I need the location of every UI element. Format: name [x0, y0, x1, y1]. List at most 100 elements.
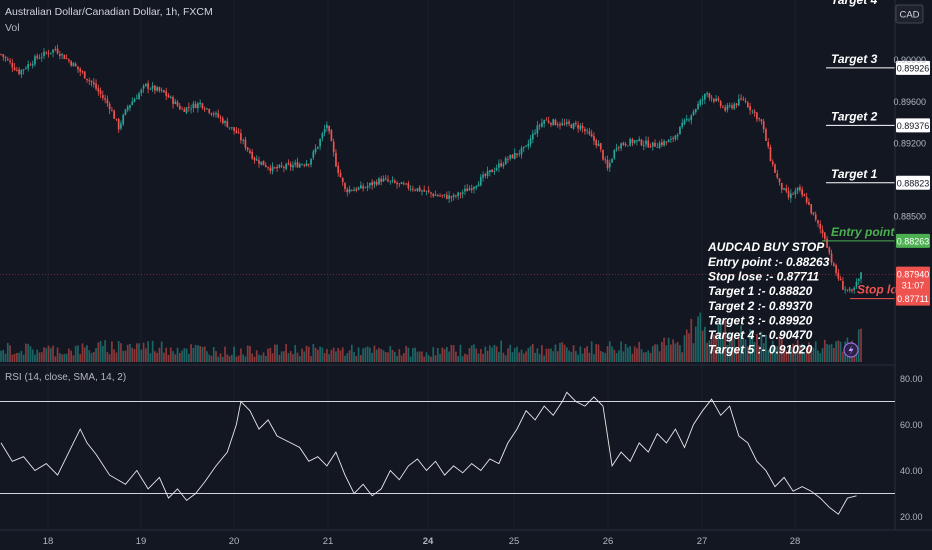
candle-body[interactable]: [113, 110, 116, 119]
candle-body[interactable]: [611, 159, 613, 163]
candle-body[interactable]: [450, 196, 453, 198]
candle-body[interactable]: [762, 121, 765, 130]
candle-body[interactable]: [341, 177, 344, 183]
candle-body[interactable]: [509, 154, 512, 159]
candle-body[interactable]: [565, 121, 568, 124]
candle-body[interactable]: [577, 124, 579, 129]
candle-body[interactable]: [785, 188, 788, 192]
candle-body[interactable]: [656, 147, 659, 148]
candle-body[interactable]: [262, 160, 265, 166]
candle-body[interactable]: [97, 88, 100, 92]
candle-body[interactable]: [371, 182, 374, 186]
candle-body[interactable]: [77, 66, 79, 70]
candle-body[interactable]: [61, 53, 63, 56]
candle-body[interactable]: [817, 220, 819, 224]
candle-body[interactable]: [258, 160, 260, 164]
candle-body[interactable]: [63, 54, 66, 59]
candle-body[interactable]: [359, 185, 362, 189]
candle-body[interactable]: [172, 97, 174, 105]
candle-body[interactable]: [527, 143, 530, 147]
candle-body[interactable]: [518, 153, 521, 155]
candle-body[interactable]: [466, 188, 469, 192]
rsi-line[interactable]: [0, 391, 857, 515]
candle-body[interactable]: [283, 167, 285, 168]
candle-body[interactable]: [511, 154, 514, 159]
candle-body[interactable]: [636, 140, 638, 142]
candle-body[interactable]: [140, 89, 143, 94]
candle-body[interactable]: [846, 289, 849, 291]
candle-body[interactable]: [83, 71, 86, 79]
candle-body[interactable]: [163, 90, 165, 93]
candle-body[interactable]: [129, 104, 131, 108]
candle-body[interactable]: [296, 162, 299, 168]
candle-body[interactable]: [470, 188, 473, 191]
candle-body[interactable]: [588, 131, 591, 134]
candle-body[interactable]: [581, 125, 584, 129]
candle-body[interactable]: [832, 263, 835, 266]
candle-body[interactable]: [104, 98, 106, 100]
candle-body[interactable]: [330, 130, 333, 142]
candle-body[interactable]: [38, 57, 41, 59]
candle-body[interactable]: [95, 83, 97, 89]
candle-body[interactable]: [111, 110, 113, 111]
candle-body[interactable]: [133, 99, 136, 103]
candle-body[interactable]: [697, 103, 699, 110]
candle-body[interactable]: [769, 147, 772, 161]
candle-body[interactable]: [590, 133, 593, 137]
candle-body[interactable]: [853, 287, 856, 291]
candle-body[interactable]: [568, 121, 570, 124]
candle-body[interactable]: [72, 62, 75, 67]
candle-body[interactable]: [477, 184, 480, 187]
candle-body[interactable]: [384, 178, 387, 180]
candle-body[interactable]: [246, 147, 249, 150]
candle-body[interactable]: [547, 120, 550, 123]
candle-body[interactable]: [794, 190, 797, 195]
rsi-pane[interactable]: [0, 391, 895, 515]
candle-body[interactable]: [674, 135, 677, 140]
candle-body[interactable]: [298, 164, 301, 168]
candle-body[interactable]: [142, 85, 145, 89]
candle-body[interactable]: [452, 195, 455, 197]
candle-body[interactable]: [382, 178, 385, 182]
candle-body[interactable]: [45, 52, 48, 54]
candle-body[interactable]: [491, 169, 493, 173]
candle-body[interactable]: [719, 101, 722, 106]
candle-body[interactable]: [79, 68, 82, 72]
candle-body[interactable]: [654, 142, 656, 147]
candle-body[interactable]: [181, 108, 183, 110]
candle-body[interactable]: [717, 98, 720, 101]
candle-body[interactable]: [9, 60, 11, 63]
candle-body[interactable]: [796, 187, 799, 191]
candle-body[interactable]: [391, 180, 394, 182]
candle-body[interactable]: [819, 223, 822, 229]
candle-body[interactable]: [427, 190, 430, 192]
candle-body[interactable]: [285, 164, 288, 169]
candle-body[interactable]: [120, 123, 122, 129]
candle-body[interactable]: [676, 135, 679, 137]
candle-body[interactable]: [378, 178, 380, 185]
candle-body[interactable]: [319, 139, 321, 147]
candle-body[interactable]: [805, 196, 808, 203]
candle-body[interactable]: [651, 142, 654, 147]
candle-body[interactable]: [357, 187, 360, 190]
candle-body[interactable]: [541, 122, 543, 127]
candle-body[interactable]: [780, 183, 783, 190]
candle-body[interactable]: [842, 281, 844, 290]
candle-body[interactable]: [814, 214, 817, 220]
candle-body[interactable]: [681, 122, 684, 128]
candle-body[interactable]: [597, 143, 600, 147]
candle-body[interactable]: [269, 167, 272, 171]
candle-body[interactable]: [828, 247, 831, 253]
candle-body[interactable]: [726, 105, 729, 110]
candle-body[interactable]: [844, 289, 847, 291]
candle-body[interactable]: [412, 188, 414, 190]
candle-body[interactable]: [174, 101, 177, 104]
candle-body[interactable]: [402, 183, 405, 185]
candle-body[interactable]: [233, 127, 235, 132]
candle-body[interactable]: [409, 188, 412, 190]
candle-body[interactable]: [237, 132, 240, 134]
candle-body[interactable]: [242, 140, 245, 141]
candle-body[interactable]: [457, 192, 460, 197]
candle-body[interactable]: [208, 109, 211, 113]
candle-body[interactable]: [703, 94, 706, 100]
